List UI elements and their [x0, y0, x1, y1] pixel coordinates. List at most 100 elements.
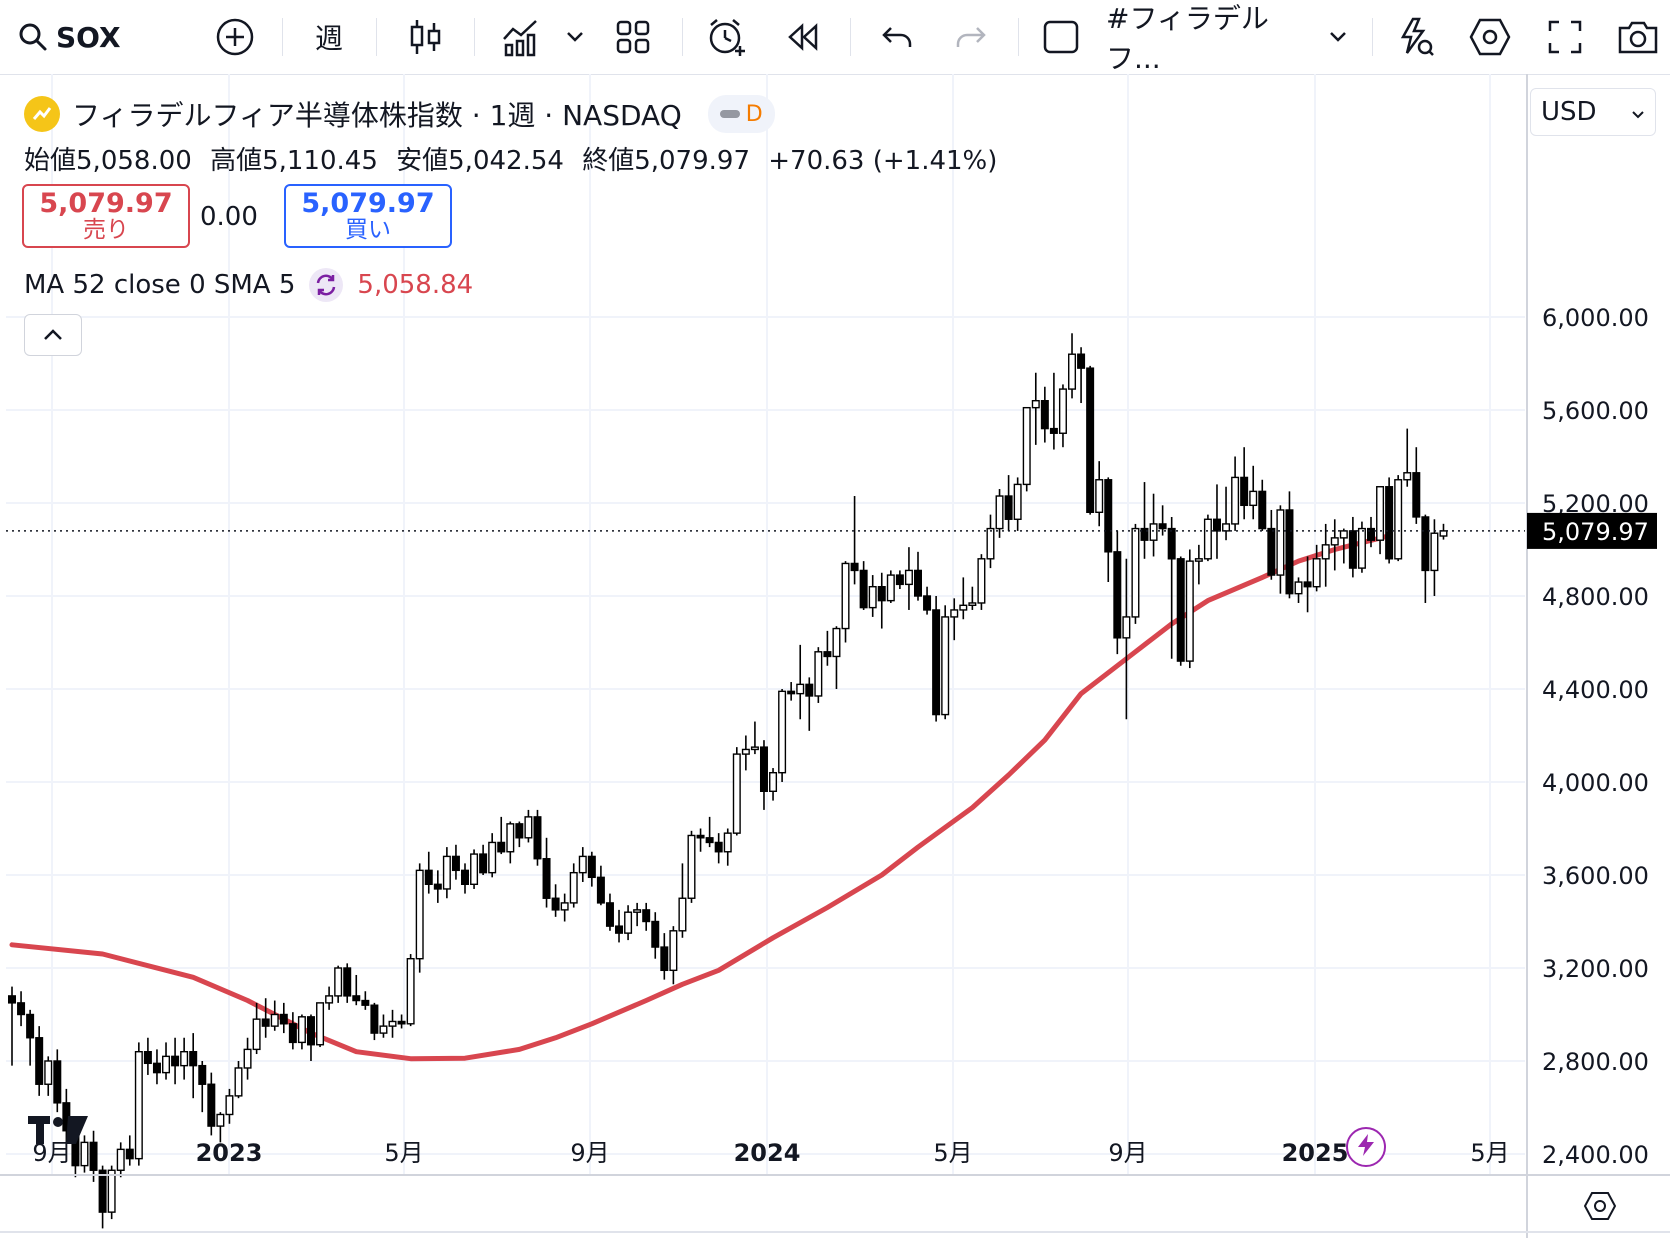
candle-body	[615, 925, 624, 934]
candle-body	[1031, 400, 1040, 409]
sell-label: 売り	[83, 217, 129, 244]
candle-up	[162, 1042, 171, 1080]
candle-body	[723, 832, 732, 853]
candle-down	[451, 844, 460, 880]
candle-body	[1312, 558, 1321, 588]
candle-body	[451, 855, 460, 872]
candle-down	[1285, 491, 1294, 599]
indicators-dropdown[interactable]	[560, 12, 590, 62]
price-chart[interactable]: 2,000.00 2,400.00 2,800.00 3,200.00 3,600.00…	[0, 74, 1670, 1238]
candle-body	[877, 586, 886, 602]
candle-body	[234, 1067, 243, 1097]
candle-down	[923, 586, 932, 615]
ma-indicator-legend[interactable]: MA 52 close 0 SMA 5 5,058.84	[24, 268, 473, 302]
fullscreen-button[interactable]	[1540, 12, 1590, 62]
candle-down	[642, 902, 651, 931]
redo-button[interactable]	[946, 12, 996, 62]
candle-down	[914, 551, 923, 601]
layout-button[interactable]	[608, 12, 658, 62]
toolbar-separator	[1372, 18, 1373, 56]
candle-up	[950, 598, 959, 641]
buy-button[interactable]: 5,079.97 買い	[284, 184, 452, 248]
x-tick-label: 2025	[1282, 1139, 1349, 1167]
candle-down	[343, 963, 352, 1003]
candle-down	[98, 1165, 107, 1229]
candle-up	[225, 1088, 234, 1124]
candle-up	[316, 1002, 325, 1048]
candle-body	[1167, 527, 1176, 560]
screenshot-button[interactable]	[1612, 12, 1664, 62]
candle-down	[714, 833, 723, 864]
symbol-search-button[interactable]: SOX	[18, 12, 121, 62]
candle-body	[578, 855, 587, 874]
candle-body	[461, 869, 470, 885]
settings-button[interactable]	[1465, 12, 1515, 62]
candle-body	[560, 902, 569, 911]
candle-body	[1339, 530, 1348, 539]
candle-body	[506, 823, 515, 853]
template-dropdown[interactable]	[1320, 12, 1356, 62]
sell-button[interactable]: 5,079.97 売り	[22, 184, 190, 248]
select-all-button[interactable]	[1036, 12, 1086, 62]
collapse-legend-button[interactable]	[24, 314, 82, 356]
quick-trade-button[interactable]	[1346, 1127, 1386, 1167]
candle-body	[1086, 367, 1095, 513]
quick-search-button[interactable]	[1390, 12, 1440, 62]
chart-pane[interactable]: 2,000.00 2,400.00 2,800.00 3,200.00 3,600.00…	[0, 74, 1670, 1238]
toolbar-separator	[1018, 18, 1019, 56]
candle-up	[624, 905, 633, 941]
candle-body	[651, 920, 660, 948]
candle-body	[587, 855, 596, 879]
top-toolbar: SOX 週 #フィラデルフ...	[0, 0, 1670, 75]
market-status-badge[interactable]: D	[707, 95, 775, 133]
alert-button[interactable]	[702, 12, 752, 62]
change-value: +70.63 (+1.41%)	[768, 146, 998, 176]
candle-down	[479, 844, 488, 875]
candle-body	[624, 911, 633, 934]
hexagon-gear-icon	[1583, 1191, 1617, 1225]
candle-body	[669, 930, 678, 972]
candle-body	[769, 772, 778, 793]
candle-down	[651, 912, 660, 959]
scale-settings-button[interactable]	[1580, 1188, 1620, 1228]
candle-down	[696, 828, 705, 852]
interval-button[interactable]: 週	[314, 22, 343, 55]
indicators-button[interactable]	[496, 12, 546, 62]
candle-up	[524, 809, 533, 843]
candle-down	[759, 740, 768, 810]
candle-down	[605, 893, 614, 931]
candle-body	[1403, 472, 1412, 481]
candle-down	[1267, 509, 1276, 580]
candle-body	[696, 834, 705, 839]
currency-selector[interactable]: USD	[1530, 88, 1656, 136]
tradingview-logo-icon[interactable]	[28, 1114, 90, 1150]
chart-type-button[interactable]	[400, 12, 450, 62]
candle-down	[306, 1014, 315, 1061]
undo-button[interactable]	[872, 12, 922, 62]
candle-body	[479, 853, 488, 874]
candle-body	[433, 883, 442, 890]
candle-down	[1385, 477, 1394, 564]
candle-up	[986, 514, 995, 569]
legend-title-row[interactable]: フィラデルフィア半導体株指数 · 1週 · NASDAQ D	[24, 94, 775, 134]
candle-down	[1421, 514, 1430, 603]
candle-body	[705, 837, 714, 844]
candle-down	[125, 1135, 134, 1166]
candle-body	[859, 569, 868, 609]
candle-body	[306, 1016, 315, 1046]
candle-body	[678, 897, 687, 932]
candle-body	[850, 562, 859, 572]
candle-down	[53, 1049, 62, 1113]
compare-symbol-button[interactable]	[210, 12, 260, 62]
candle-body	[116, 1148, 125, 1171]
candle-body	[841, 562, 850, 630]
chart-template-name[interactable]: #フィラデルフ...	[1106, 2, 1269, 75]
candle-up	[107, 1165, 116, 1220]
y-tick-label: 5,600.00	[1542, 397, 1649, 425]
refresh-icon[interactable]	[309, 268, 344, 302]
candle-body	[488, 841, 497, 874]
replay-button[interactable]	[778, 12, 828, 62]
candle-up	[769, 768, 778, 801]
candle-up	[1131, 523, 1140, 624]
candle-down	[932, 596, 941, 722]
